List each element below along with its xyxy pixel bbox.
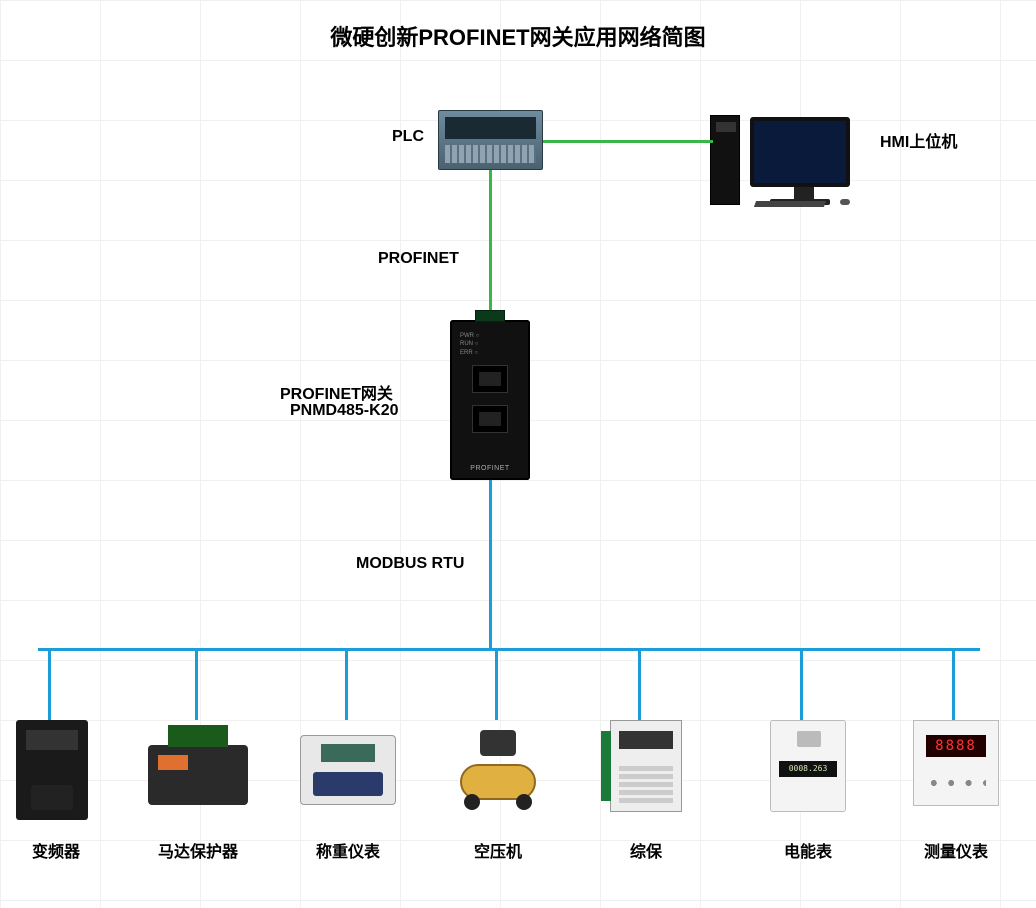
device-panel-meter-label: 测量仪表	[910, 838, 1002, 862]
hmi-label: HMI上位机	[880, 128, 957, 152]
device-energy-meter: 电能表	[762, 720, 854, 812]
gateway-label-2: PNMD485-K20	[290, 402, 398, 420]
bus-drop-3	[345, 648, 348, 720]
device-motor-protector-label: 马达保护器	[148, 838, 248, 862]
edge-plc-gateway	[489, 170, 492, 320]
bus-drop-6	[800, 648, 803, 720]
edge-plc-gateway-label: PROFINET	[378, 250, 459, 268]
edge-plc-hmi	[543, 140, 713, 143]
device-vfd-label: 变频器	[6, 838, 106, 862]
device-energy-meter-label: 电能表	[762, 838, 854, 862]
device-vfd: 变频器	[16, 720, 108, 812]
bus-drop-1	[48, 648, 51, 720]
device-relay-label: 综保	[600, 838, 692, 862]
modbus-bus	[38, 648, 980, 651]
bus-drop-7	[952, 648, 955, 720]
plc-label: PLC	[392, 128, 424, 146]
device-weighing: 称重仪表	[300, 720, 392, 812]
device-weighing-label: 称重仪表	[300, 838, 396, 862]
device-compressor-label: 空压机	[450, 838, 546, 862]
device-panel-meter: 测量仪表	[910, 720, 1002, 812]
device-compressor: 空压机	[450, 720, 542, 812]
bus-drop-5	[638, 648, 641, 720]
hmi-device	[710, 95, 870, 205]
device-relay: 综保	[600, 720, 692, 812]
plc-device	[438, 110, 543, 170]
diagram-title: 微硬创新PROFINET网关应用网络简图	[0, 20, 1036, 52]
bus-drop-4	[495, 648, 498, 720]
bus-drop-2	[195, 648, 198, 720]
gateway-device: PWR ○RUN ○ERR ○	[450, 320, 530, 480]
edge-gateway-bus-label: MODBUS RTU	[356, 555, 464, 573]
gateway-label-1: PROFINET网关	[280, 380, 393, 404]
device-motor-protector: 马达保护器	[148, 720, 240, 812]
edge-gateway-bus	[489, 480, 492, 648]
